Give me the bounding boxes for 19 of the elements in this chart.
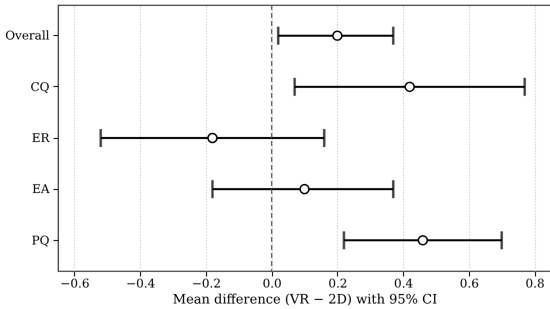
point <box>207 132 218 144</box>
x-tick-label: −0.4 <box>126 276 156 290</box>
x-tick-label: 0.4 <box>394 276 414 290</box>
x-axis-title: Mean difference (VR − 2D) with 95% CI <box>172 292 438 308</box>
x-tick-label: −0.6 <box>60 276 90 290</box>
x-tick-label: 0.8 <box>526 276 545 290</box>
y-tick-label: CQ <box>30 80 50 94</box>
point <box>299 184 310 194</box>
point <box>418 235 428 246</box>
point <box>332 30 343 41</box>
x-tick-label: 0.0 <box>262 276 282 290</box>
x-tick-label: 0.6 <box>460 276 479 290</box>
y-tick-label: Overall <box>5 28 50 43</box>
y-tick-label: EA <box>32 182 50 196</box>
y-tick-label: ER <box>32 131 50 145</box>
point <box>404 82 415 92</box>
y-tick-label: PQ <box>32 233 50 248</box>
x-tick-label: 0.2 <box>328 276 348 290</box>
x-tick-label: −0.2 <box>192 276 221 290</box>
